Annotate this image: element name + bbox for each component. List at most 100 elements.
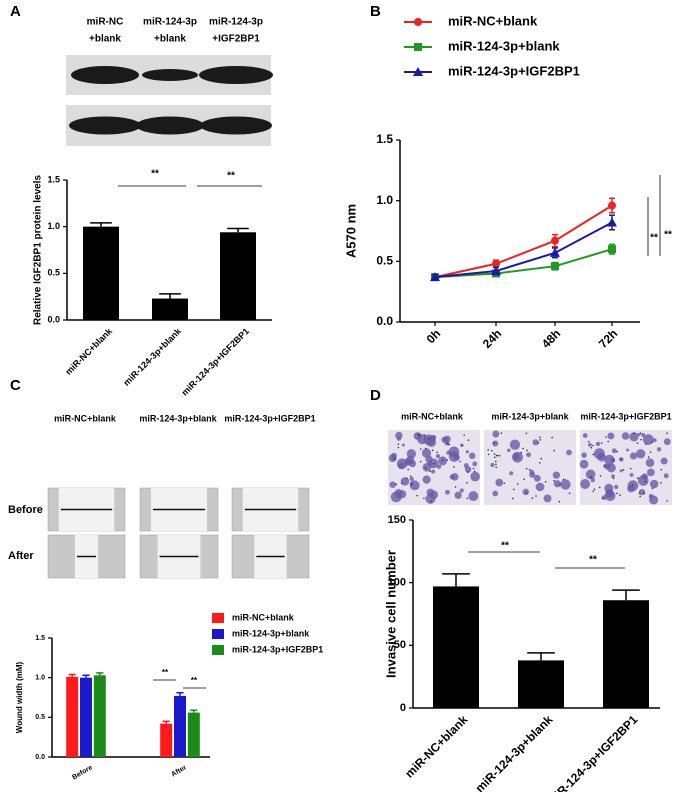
y-tick-label: 1.0: [35, 675, 45, 682]
cell: [512, 451, 523, 463]
invasion-image: [580, 430, 672, 505]
pore: [603, 465, 606, 468]
cell: [619, 469, 623, 473]
cell: [422, 475, 431, 484]
marker: [414, 18, 422, 26]
pore: [553, 449, 555, 452]
cell: [611, 474, 615, 479]
pore: [433, 462, 435, 465]
cell: [649, 495, 659, 505]
line: [434, 204, 613, 279]
x-tick-label: 0h: [424, 326, 444, 346]
x-tick-label: miR-NC+blank: [63, 325, 114, 376]
pore: [395, 483, 398, 485]
line: [434, 248, 613, 279]
cell: [656, 447, 662, 452]
cell: [641, 432, 646, 437]
bar: [187, 712, 200, 757]
cell: [552, 471, 561, 479]
cell: [621, 432, 630, 440]
significance-label: **: [589, 555, 597, 566]
cell: [449, 474, 455, 480]
cell: [490, 462, 495, 468]
pore: [394, 457, 397, 460]
pore: [472, 467, 475, 470]
y-tick-label: 0.0: [376, 314, 393, 328]
blot-band: [142, 69, 198, 81]
pore: [436, 451, 438, 454]
cell: [529, 469, 535, 475]
significance-label: **: [162, 668, 169, 677]
pore: [666, 500, 668, 502]
cell: [597, 452, 606, 462]
pore: [493, 453, 496, 455]
pore: [513, 488, 515, 491]
cell: [507, 448, 511, 453]
cell: [604, 463, 611, 470]
pore: [592, 444, 594, 447]
pore: [493, 456, 496, 459]
significance-label: **: [191, 676, 198, 685]
pore: [540, 457, 543, 460]
cell: [532, 439, 539, 446]
marker: [413, 67, 423, 76]
pore: [616, 492, 618, 495]
bar: [603, 600, 649, 708]
panel-letter: B: [370, 3, 381, 20]
cell: [637, 475, 649, 486]
pore: [493, 442, 495, 444]
pore: [647, 456, 650, 459]
pore: [636, 442, 639, 444]
pore: [604, 436, 607, 438]
cell: [585, 469, 596, 480]
pore: [616, 450, 619, 453]
pore: [590, 446, 593, 449]
cell: [526, 452, 532, 458]
x-tick-label: miR-124-3p+IGF2BP1: [544, 712, 640, 792]
cell: [604, 490, 616, 502]
x-tick-label: 48h: [539, 326, 564, 351]
cell: [533, 474, 541, 482]
pore: [568, 492, 571, 495]
pore: [487, 449, 489, 451]
pore: [544, 480, 547, 483]
legend-label: miR-124-3p+blank: [448, 38, 560, 53]
cell: [435, 454, 441, 459]
cell: [459, 488, 464, 493]
pore: [666, 432, 668, 435]
pore: [428, 437, 430, 440]
pore: [629, 467, 632, 470]
image-label: miR-NC+blank: [54, 413, 117, 423]
pore: [649, 451, 652, 454]
pore: [639, 495, 641, 498]
pore: [539, 439, 542, 441]
cell: [553, 480, 562, 488]
line: [434, 221, 613, 279]
x-tick-label: miR-NC+blank: [402, 712, 470, 780]
pore: [409, 475, 412, 478]
pore: [633, 432, 635, 435]
pore: [461, 444, 464, 447]
pore: [491, 449, 493, 452]
pore: [553, 480, 555, 482]
cell: [409, 476, 414, 482]
y-tick-label: 150: [388, 514, 406, 526]
cell: [660, 457, 668, 465]
cell: [422, 463, 432, 472]
marker: [492, 259, 500, 268]
x-tick-label: Before: [71, 764, 94, 781]
cell: [638, 488, 646, 496]
pore: [639, 432, 642, 435]
pore: [526, 449, 528, 452]
cell: [579, 459, 589, 469]
pore: [511, 497, 514, 500]
pore: [558, 500, 561, 503]
pore: [467, 439, 470, 442]
pore: [598, 486, 601, 489]
legend-swatch: [212, 629, 224, 639]
x-tick-label: 72h: [596, 326, 621, 351]
marker: [608, 201, 616, 210]
pore: [643, 492, 646, 494]
cell: [409, 480, 420, 491]
legend-swatch: [212, 645, 224, 655]
